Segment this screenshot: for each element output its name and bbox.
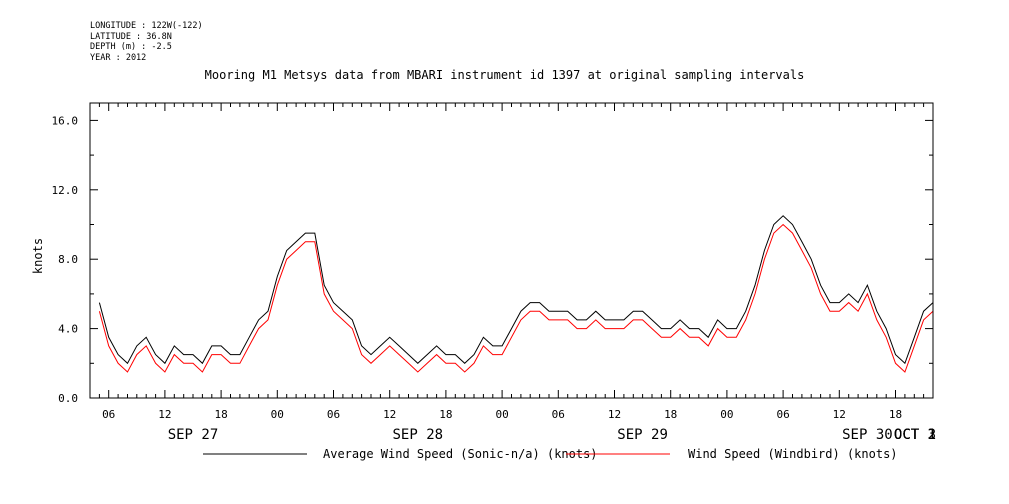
x-day-label: SEP 29 — [617, 427, 668, 443]
x-day-label: OCT 1 — [894, 427, 936, 443]
legend: Average Wind Speed (Sonic-n/a) (knots) W… — [203, 447, 898, 461]
axis-ticks — [89, 103, 934, 399]
axis-labels: 0.0 4.0 8.0 12.0 16.0 06 12 18 00 06 12 18 00 06 12 18 0… — [52, 114, 937, 443]
x-hour-label: 18 — [214, 408, 227, 421]
x-hour-label: 12 — [383, 408, 396, 421]
y-tick-label: 12.0 — [52, 184, 79, 197]
legend-label-windbird: Wind Speed (Windbird) (knots) — [688, 447, 898, 461]
x-hour-label: 00 — [720, 408, 733, 421]
x-hour-label: 06 — [552, 408, 565, 421]
x-day-label: OCT 2 — [894, 427, 936, 443]
series-line-windbird — [98, 223, 934, 373]
longitude-label: LONGITUDE : 122W(-122) — [90, 21, 203, 31]
x-hour-label: 12 — [608, 408, 621, 421]
x-day-label: OCT 3 — [894, 427, 936, 443]
series-line-sonic — [98, 215, 934, 365]
x-hour-label: 00 — [495, 408, 508, 421]
x-hour-label: 06 — [776, 408, 789, 421]
x-day-label: SEP 27 — [168, 427, 219, 443]
y-tick-label: 16.0 — [52, 114, 79, 127]
x-hour-label: 18 — [889, 408, 902, 421]
depth-label: DEPTH (m) : -2.5 — [90, 42, 172, 52]
x-hour-label: 18 — [439, 408, 452, 421]
series-lines — [98, 215, 934, 373]
x-day-label: SEP 28 — [393, 427, 444, 443]
y-axis-label: knots — [31, 238, 45, 274]
y-tick-label: 8.0 — [58, 253, 78, 266]
x-day-label: SEP 30 — [842, 427, 893, 443]
x-hour-label: 00 — [271, 408, 284, 421]
legend-label-sonic: Average Wind Speed (Sonic-n/a) (knots) — [323, 447, 598, 461]
x-hour-label: 06 — [327, 408, 340, 421]
y-tick-label: 4.0 — [58, 323, 78, 336]
plot-frame — [89, 102, 934, 399]
latitude-label: LATITUDE : 36.8N — [90, 31, 172, 42]
metadata-block: LONGITUDE : 122W(-122) LATITUDE : 36.8N DE… — [90, 21, 203, 63]
x-hour-label: 18 — [664, 408, 677, 421]
chart-title: Mooring M1 Metsys data from MBARI instru… — [204, 68, 805, 82]
x-hour-label: 06 — [102, 408, 115, 421]
x-hour-label: 12 — [833, 408, 846, 421]
x-hour-label: 12 — [158, 408, 171, 421]
year-label: YEAR : 2012 — [90, 52, 147, 63]
y-tick-label: 0.0 — [58, 392, 78, 405]
